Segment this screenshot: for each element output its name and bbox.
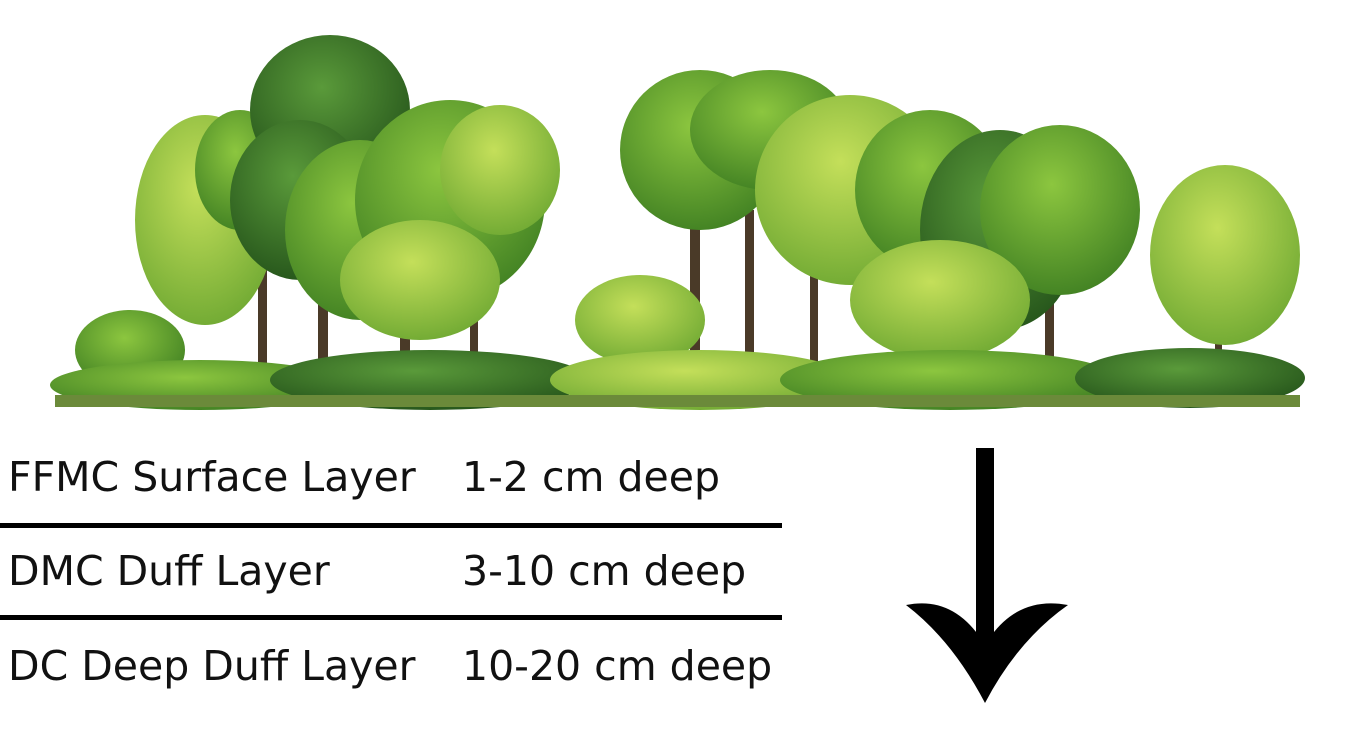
layer-row-dmc: DMC Duff Layer 3-10 cm deep: [0, 526, 780, 616]
forest-illustration: [50, 35, 1305, 410]
ground-vegetation: [50, 310, 1305, 410]
layer-divider: [0, 615, 782, 620]
layer-row-ffmc: FFMC Surface Layer 1-2 cm deep: [0, 432, 780, 522]
tree-canopy-right: [575, 70, 1300, 365]
layer-row-dc: DC Deep Duff Layer 10-20 cm deep: [0, 621, 780, 711]
layer-divider: [0, 523, 782, 528]
layer-name: DMC Duff Layer: [8, 547, 330, 595]
layer-name: DC Deep Duff Layer: [8, 642, 416, 690]
layer-name: FFMC Surface Layer: [8, 453, 416, 501]
down-arrow-icon: [906, 448, 1068, 703]
tree-canopy-left: [135, 35, 560, 340]
layer-depth: 10-20 cm deep: [462, 642, 773, 690]
layer-depth: 3-10 cm deep: [462, 547, 747, 595]
layer-depth: 1-2 cm deep: [462, 453, 721, 501]
